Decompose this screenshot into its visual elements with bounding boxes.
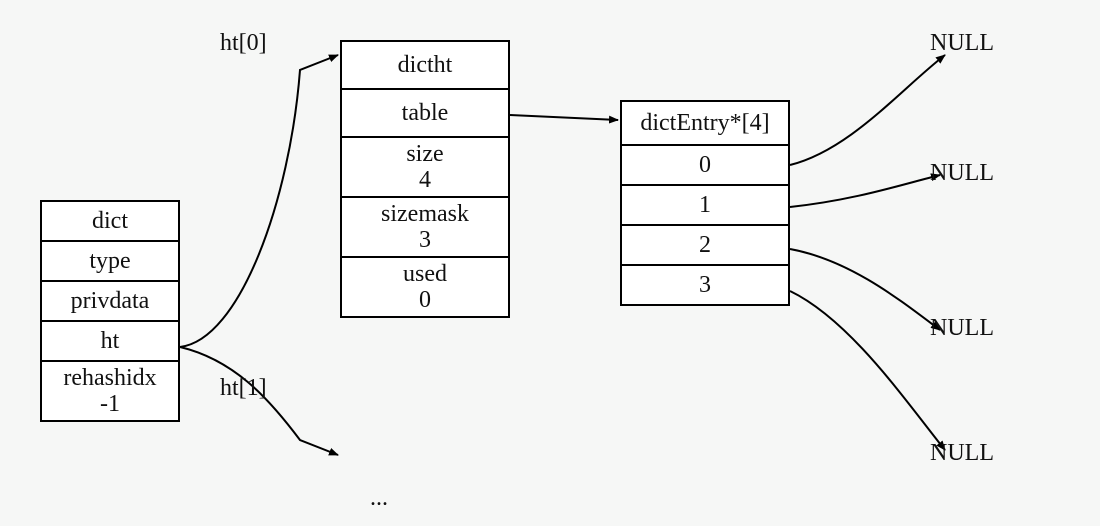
entries-block-cell-0: dictEntry*[4] [620, 100, 790, 146]
dictht-block-cell-2: size 4 [340, 136, 510, 198]
dict-block-cell-4: rehashidx -1 [40, 360, 180, 422]
arrow-5 [790, 249, 940, 330]
entries-block-cell-2: 1 [620, 184, 790, 226]
dict-block-cell-1: type [40, 240, 180, 282]
dict-block-cell-0: dict [40, 200, 180, 242]
entries-block-cell-4: 3 [620, 264, 790, 306]
arrow-0 [180, 55, 338, 347]
arrow-2 [510, 115, 618, 120]
entries-block-cell-3: 2 [620, 224, 790, 266]
dict-block-cell-3: ht [40, 320, 180, 362]
free-label-1: ht[1] [220, 375, 267, 402]
arrow-6 [790, 291, 945, 450]
free-label-5: NULL [930, 440, 994, 467]
free-label-3: NULL [930, 160, 994, 187]
arrow-4 [790, 175, 940, 207]
free-label-0: ht[0] [220, 30, 267, 57]
free-label-4: NULL [930, 315, 994, 342]
free-label-2: NULL [930, 30, 994, 57]
dictht-block-cell-0: dictht [340, 40, 510, 90]
free-label-6: ... [370, 485, 388, 512]
dictht-block-cell-3: sizemask 3 [340, 196, 510, 258]
dictht-block-cell-1: table [340, 88, 510, 138]
dict-block-cell-2: privdata [40, 280, 180, 322]
dictht-block-cell-4: used 0 [340, 256, 510, 318]
entries-block-cell-1: 0 [620, 144, 790, 186]
arrow-3 [790, 55, 945, 165]
